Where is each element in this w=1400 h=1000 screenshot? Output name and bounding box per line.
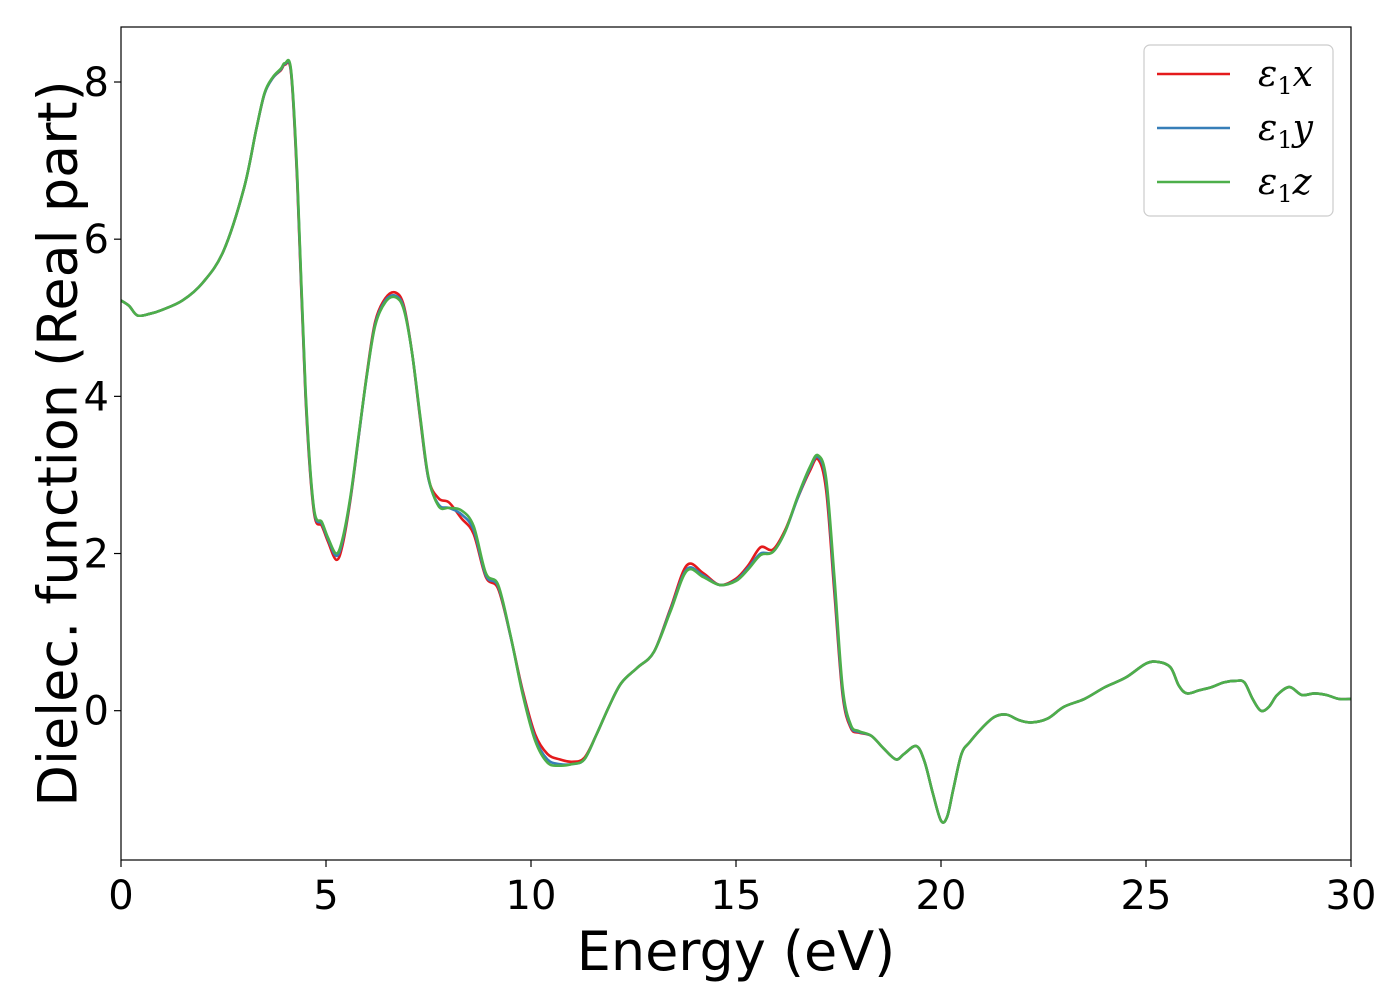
y-tick-label: 6 [84, 217, 109, 263]
y-tick-label: 0 [84, 689, 109, 735]
series-layer [121, 58, 1351, 824]
y-tick-label: 8 [84, 60, 109, 106]
ticks-layer: 0 5 10 15 20 25 30 0 2 4 6 8 [84, 60, 1377, 919]
y-tick-label: 4 [84, 374, 109, 420]
legend-box [1143, 44, 1334, 217]
x-tick-label: 20 [916, 873, 967, 919]
x-tick-label: 25 [1121, 873, 1172, 919]
x-tick-label: 10 [506, 873, 557, 919]
series-line-z [121, 58, 1351, 824]
x-tick-label: 5 [313, 873, 338, 919]
y-tick-label: 2 [84, 532, 109, 578]
x-tick-label: 15 [711, 873, 762, 919]
x-axis-label: Energy (eV) [577, 920, 896, 983]
legend-label-z: ε1z [1258, 162, 1313, 208]
y-axis-label: Dielec. function (Real part) [27, 80, 90, 806]
legend-label-y: ε1y [1258, 108, 1314, 154]
x-tick-label: 30 [1326, 873, 1377, 919]
x-tick-label: 0 [108, 873, 133, 919]
legend: ε1x ε1y ε1z [1143, 44, 1334, 217]
legend-label-x: ε1x [1258, 54, 1313, 100]
